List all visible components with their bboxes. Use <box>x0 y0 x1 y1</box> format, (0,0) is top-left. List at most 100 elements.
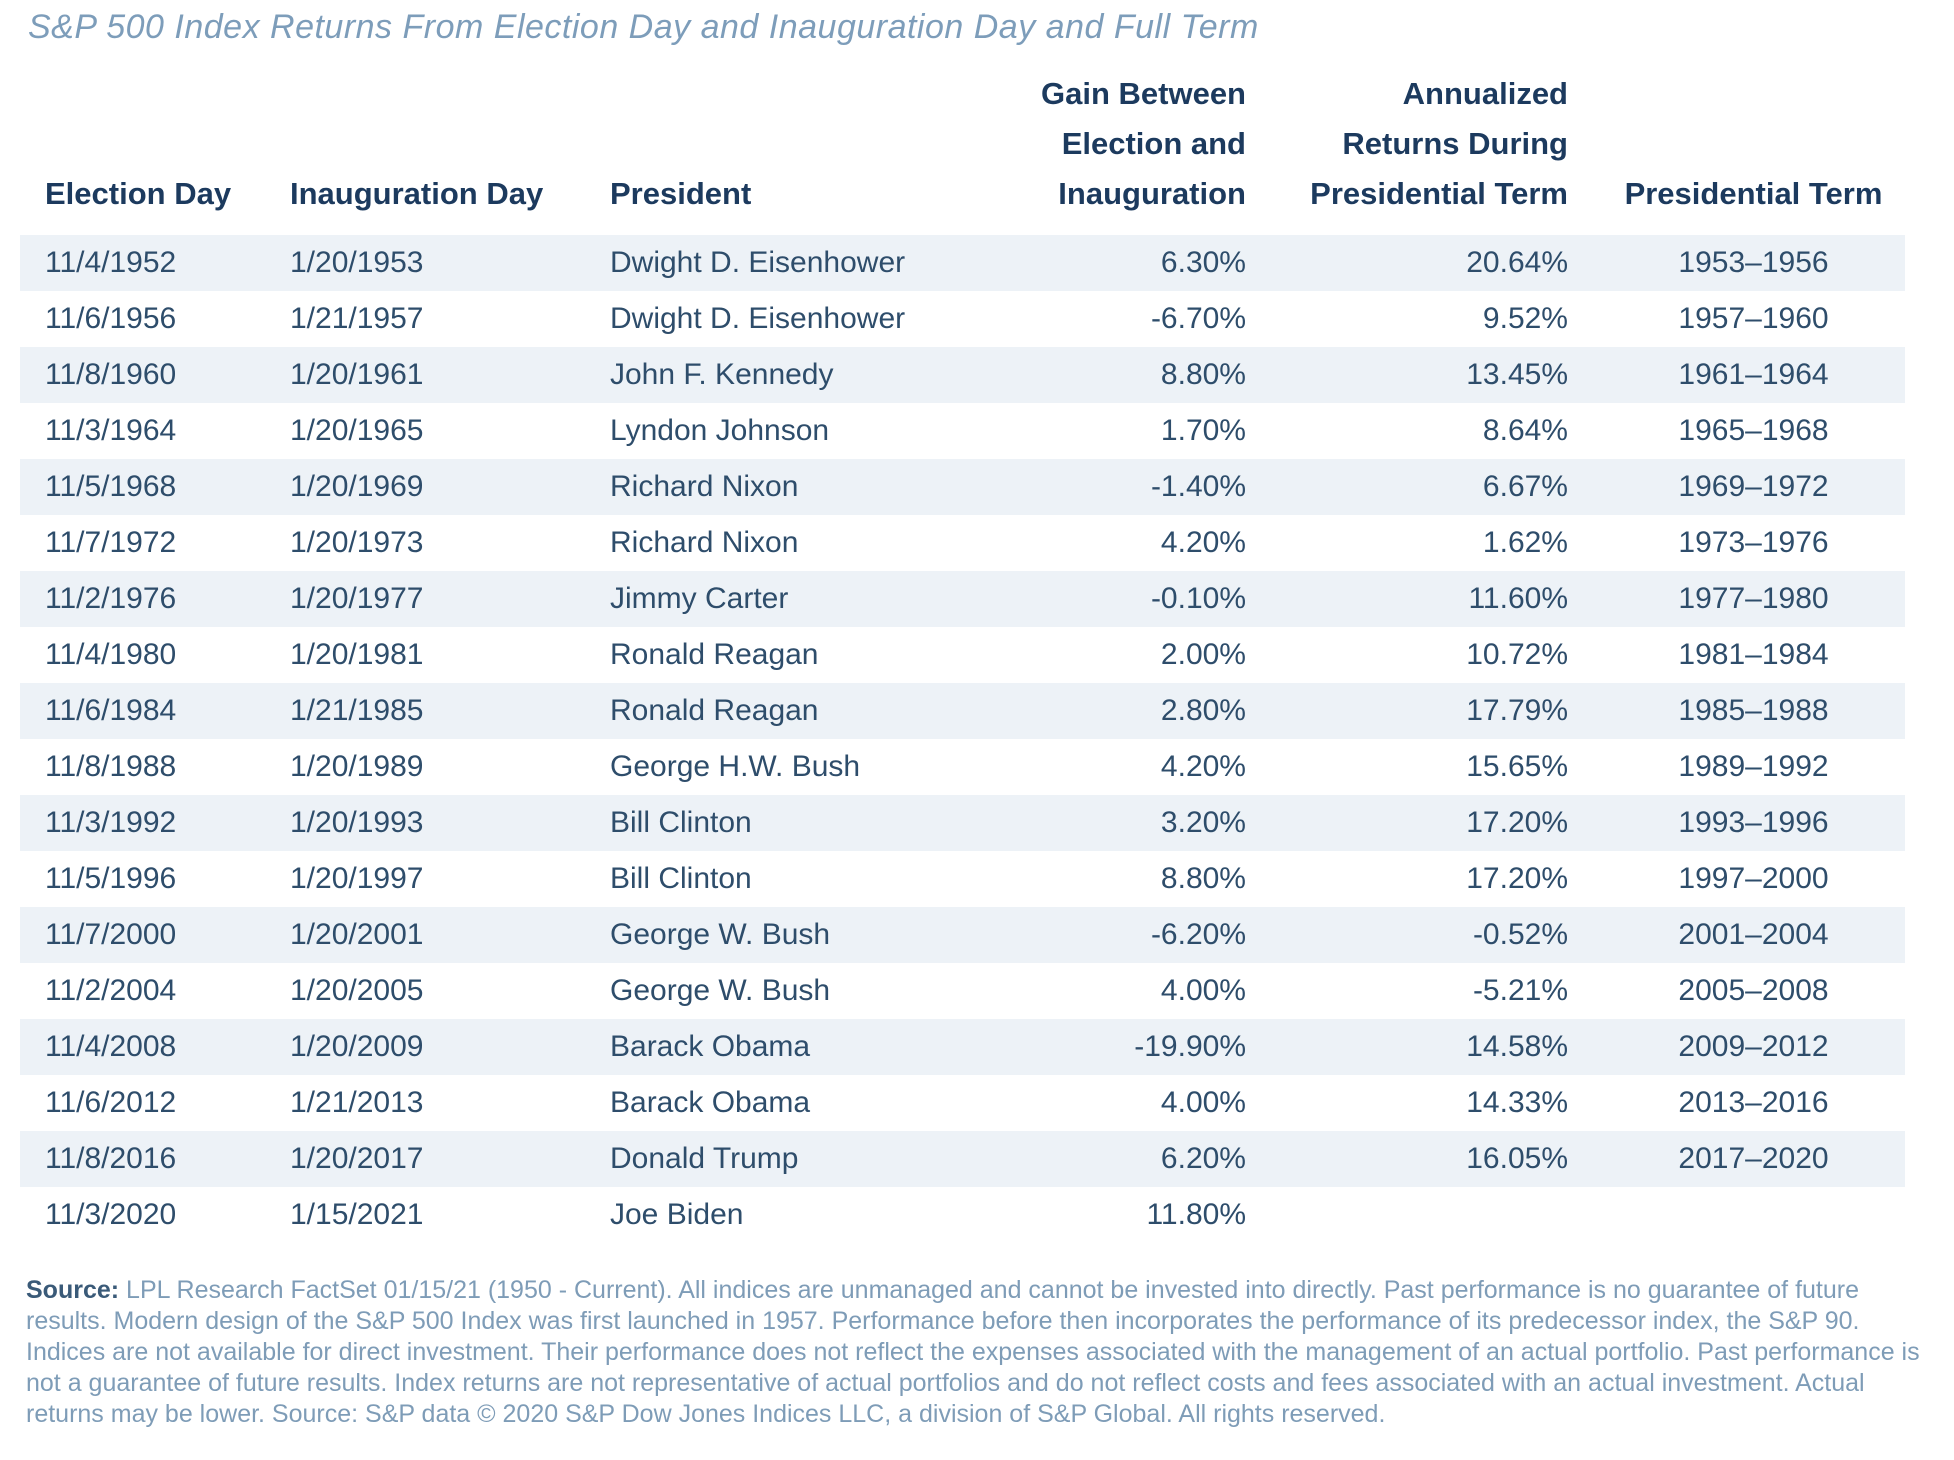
cell-presidential-term <box>1572 1187 1905 1243</box>
cell-gain-election-to-inauguration: 11.80% <box>1146 1198 1246 1231</box>
cell-election-day: 11/5/1968 <box>45 470 177 503</box>
returns-table: Election Day Inauguration Day President … <box>20 57 1905 1243</box>
cell-president: Donald Trump <box>610 1142 799 1175</box>
cell-election-day: 11/6/1956 <box>45 302 177 335</box>
table-row: 11/5/1968 1/20/1969 Richard Nixon -1.40% 6.6… <box>20 459 1905 515</box>
cell-president: Ronald Reagan <box>610 694 819 727</box>
cell-presidential-term: 2005–2008 <box>1678 974 1829 1007</box>
table-row: 11/8/2016 1/20/2017 Donald Trump 6.20% 16.05… <box>20 1131 1905 1187</box>
cell-election-day: 11/3/1992 <box>45 806 177 839</box>
cell-annualized-return-term: -0.52% <box>1472 918 1568 951</box>
table-row: 11/2/2004 1/20/2005 George W. Bush 4.00% -5.… <box>20 963 1905 1019</box>
table-row: 11/6/1984 1/21/1985 Ronald Reagan 2.80% 17.7… <box>20 683 1905 739</box>
cell-annualized-return-term: 6.67% <box>1482 470 1568 503</box>
cell-president: Richard Nixon <box>610 526 799 559</box>
cell-gain-election-to-inauguration: -6.70% <box>1150 302 1246 335</box>
cell-election-day: 11/8/1960 <box>45 358 177 391</box>
cell-president: John F. Kennedy <box>610 358 834 391</box>
cell-election-day: 11/2/2004 <box>45 974 177 1007</box>
cell-president: Joe Biden <box>610 1198 744 1231</box>
cell-presidential-term: 2001–2004 <box>1678 918 1829 951</box>
cell-presidential-term: 1981–1984 <box>1678 638 1829 671</box>
column-header-president: President <box>610 176 752 211</box>
cell-annualized-return-term: 13.45% <box>1466 358 1568 391</box>
cell-president: Richard Nixon <box>610 470 799 503</box>
cell-annualized-return-term: 9.52% <box>1482 302 1568 335</box>
cell-president: Dwight D. Eisenhower <box>610 246 906 279</box>
cell-inauguration-day: 1/20/1977 <box>290 582 424 615</box>
cell-annualized-return-term: 14.58% <box>1466 1030 1568 1063</box>
cell-gain-election-to-inauguration: -0.10% <box>1150 582 1246 615</box>
cell-president: Jimmy Carter <box>610 582 789 615</box>
cell-gain-election-to-inauguration: 4.00% <box>1160 1086 1246 1119</box>
cell-gain-election-to-inauguration: -19.90% <box>1134 1030 1246 1063</box>
source-text: LPL Research FactSet 01/15/21 (1950 - Cu… <box>26 1276 1920 1428</box>
cell-annualized-return-term: 8.64% <box>1482 414 1568 447</box>
table-body: 11/4/1952 1/20/1953 Dwight D. Eisenhower 6.… <box>20 235 1905 1243</box>
page-title: S&P 500 Index Returns From Election Day … <box>28 8 1259 46</box>
table-row: 11/7/1972 1/20/1973 Richard Nixon 4.20% 1.62… <box>20 515 1905 571</box>
table-row: 11/4/2008 1/20/2009 Barack Obama -19.90% 14.… <box>20 1019 1905 1075</box>
table-row: 11/2/1976 1/20/1977 Jimmy Carter -0.10% 11.6… <box>20 571 1905 627</box>
cell-inauguration-day: 1/20/1953 <box>290 246 424 279</box>
cell-president: Bill Clinton <box>610 806 752 839</box>
cell-election-day: 11/4/2008 <box>45 1030 177 1063</box>
source-footnote: Source: LPL Research FactSet 01/15/21 (1… <box>26 1275 1928 1430</box>
cell-election-day: 11/7/2000 <box>45 918 177 951</box>
cell-gain-election-to-inauguration: -1.40% <box>1150 470 1246 503</box>
cell-inauguration-day: 1/20/1997 <box>290 862 424 895</box>
cell-gain-election-to-inauguration: 2.00% <box>1160 638 1246 671</box>
cell-inauguration-day: 1/20/1973 <box>290 526 424 559</box>
table-row: 11/4/1980 1/20/1981 Ronald Reagan 2.00% 10.7… <box>20 627 1905 683</box>
table-row: 11/6/1956 1/21/1957 Dwight D. Eisenhower -6… <box>20 291 1905 347</box>
cell-president: Barack Obama <box>610 1086 811 1119</box>
cell-annualized-return-term: 15.65% <box>1466 750 1568 783</box>
table-row: 11/3/1992 1/20/1993 Bill Clinton 3.20% 17.20… <box>20 795 1905 851</box>
table-row: 11/8/1960 1/20/1961 John F. Kennedy 8.80% 13… <box>20 347 1905 403</box>
cell-inauguration-day: 1/20/1981 <box>290 638 424 671</box>
table-row: 11/3/2020 1/15/2021 Joe Biden 11.80% <box>20 1187 1905 1243</box>
cell-president: George W. Bush <box>610 974 831 1007</box>
cell-annualized-return-term: 20.64% <box>1466 246 1568 279</box>
cell-election-day: 11/3/2020 <box>45 1198 177 1231</box>
cell-election-day: 11/7/1972 <box>45 526 177 559</box>
cell-inauguration-day: 1/21/1985 <box>290 694 424 727</box>
cell-annualized-return-term: 17.20% <box>1466 862 1568 895</box>
cell-presidential-term: 1989–1992 <box>1678 750 1829 783</box>
table-row: 11/3/1964 1/20/1965 Lyndon Johnson 1.70% 8.6… <box>20 403 1905 459</box>
cell-election-day: 11/6/2012 <box>45 1086 177 1119</box>
cell-inauguration-day: 1/20/1965 <box>290 414 424 447</box>
cell-president: Bill Clinton <box>610 862 752 895</box>
cell-gain-election-to-inauguration: 6.30% <box>1160 246 1246 279</box>
cell-president: Ronald Reagan <box>610 638 819 671</box>
cell-inauguration-day: 1/21/2013 <box>290 1086 424 1119</box>
cell-annualized-return-term <box>1250 1187 1572 1243</box>
table-header-row: Election Day Inauguration Day President … <box>20 57 1905 235</box>
cell-inauguration-day: 1/20/2001 <box>290 918 424 951</box>
cell-gain-election-to-inauguration: 4.20% <box>1160 750 1246 783</box>
column-header-election-day: Election Day <box>45 176 232 211</box>
cell-presidential-term: 1957–1960 <box>1678 302 1829 335</box>
table-row: 11/7/2000 1/20/2001 George W. Bush -6.20% -0… <box>20 907 1905 963</box>
cell-inauguration-day: 1/20/1989 <box>290 750 424 783</box>
cell-annualized-return-term: 17.20% <box>1466 806 1568 839</box>
cell-election-day: 11/5/1996 <box>45 862 177 895</box>
cell-inauguration-day: 1/20/1993 <box>290 806 424 839</box>
cell-annualized-return-term: 17.79% <box>1466 694 1568 727</box>
cell-presidential-term: 2017–2020 <box>1678 1142 1829 1175</box>
cell-inauguration-day: 1/20/2005 <box>290 974 424 1007</box>
column-header-inauguration-day: Inauguration Day <box>290 176 544 211</box>
cell-gain-election-to-inauguration: -6.20% <box>1150 918 1246 951</box>
cell-annualized-return-term: 11.60% <box>1468 582 1568 615</box>
cell-presidential-term: 1985–1988 <box>1678 694 1829 727</box>
cell-presidential-term: 2009–2012 <box>1678 1030 1829 1063</box>
cell-gain-election-to-inauguration: 1.70% <box>1160 414 1246 447</box>
table-row: 11/5/1996 1/20/1997 Bill Clinton 8.80% 17.20… <box>20 851 1905 907</box>
cell-election-day: 11/3/1964 <box>45 414 177 447</box>
cell-gain-election-to-inauguration: 4.00% <box>1160 974 1246 1007</box>
cell-inauguration-day: 1/20/2009 <box>290 1030 424 1063</box>
cell-presidential-term: 1965–1968 <box>1678 414 1829 447</box>
cell-gain-election-to-inauguration: 8.80% <box>1160 358 1246 391</box>
cell-presidential-term: 1961–1964 <box>1678 358 1829 391</box>
